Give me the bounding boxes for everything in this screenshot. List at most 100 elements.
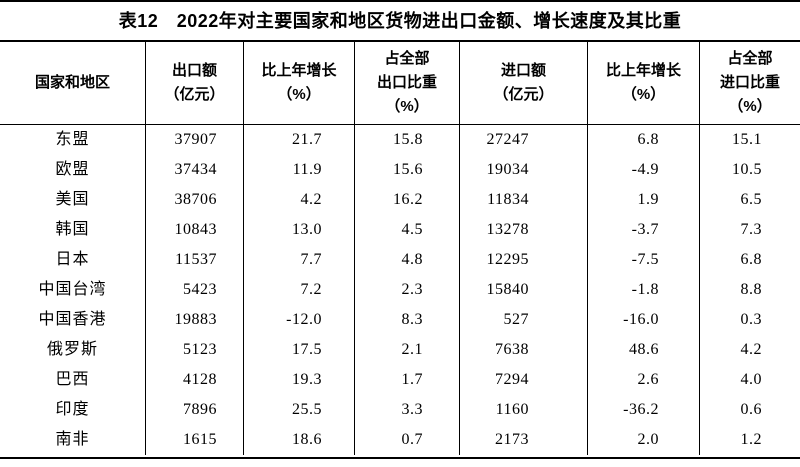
cell-import-share: 6.5 [740,191,762,208]
cell-export: 11537 [146,245,244,275]
header-line: 进口比重 [719,74,780,91]
cell-export: 5123 [146,335,244,365]
cell-region: 中国台湾 [0,275,146,305]
cell-import-growth: 2.6 [588,365,700,395]
cell-import-share: 4.2 [740,341,762,358]
header-import: 进口额 （亿元） [460,42,588,124]
cell-export-share: 15.6 [355,155,460,185]
cell-import-growth: -36.2 [588,395,700,425]
header-import-growth: 比上年增长 （%） [588,42,700,124]
cell-export-share: 15.8 [355,125,460,155]
cell-import-growth: -3.7 [588,215,700,245]
header-export: 出口额 （亿元） [146,42,244,124]
table-row: 印度 7896 25.5 3.3 1160 -36.2 0.6 [0,395,800,425]
header-line: 占全部 [727,50,773,67]
cell-export-share: 2.3 [355,275,460,305]
cell-region: 美国 [0,185,146,215]
header-line: （亿元） [164,86,225,103]
cell-region: 巴西 [0,365,146,395]
cell-export: 38706 [146,185,244,215]
header-line: （%） [728,98,772,115]
cell-import: 7294 [460,365,588,395]
cell-export-growth: -12.0 [244,305,355,335]
cell-import-growth: 6.8 [588,125,700,155]
cell-export-share: 1.7 [355,365,460,395]
cell-import-share: 0.3 [740,311,762,328]
table-row: 中国台湾 5423 7.2 2.3 15840 -1.8 8.8 [0,275,800,305]
table-row: 南非 1615 18.6 0.7 2173 2.0 1.2 [0,425,800,455]
cell-import: 13278 [460,215,588,245]
cell-import-share: 1.2 [740,431,762,448]
cell-export: 4128 [146,365,244,395]
table-body: 东盟 37907 21.7 15.8 27247 6.8 15.1 欧盟 374… [0,125,800,455]
cell-import: 19034 [460,155,588,185]
cell-export-share: 16.2 [355,185,460,215]
cell-export-growth: 18.6 [244,425,355,455]
cell-import: 2173 [460,425,588,455]
cell-import-growth: 2.0 [588,425,700,455]
cell-import: 7638 [460,335,588,365]
cell-export-share: 2.1 [355,335,460,365]
cell-import-share: 10.5 [732,161,762,178]
cell-import-growth: -1.8 [588,275,700,305]
cell-export-share: 3.3 [355,395,460,425]
cell-import: 1160 [460,395,588,425]
cell-export-growth: 7.7 [244,245,355,275]
cell-import: 27247 [460,125,588,155]
cell-import: 12295 [460,245,588,275]
cell-region: 东盟 [0,125,146,155]
cell-import-share: 6.8 [740,251,762,268]
cell-import-share: 8.8 [740,281,762,298]
cell-region: 欧盟 [0,155,146,185]
cell-export-share: 4.8 [355,245,460,275]
table-row: 巴西 4128 19.3 1.7 7294 2.6 4.0 [0,365,800,395]
cell-import-share: 15.1 [732,131,762,148]
header-line: （%） [621,86,666,103]
header-region: 国家和地区 [0,42,146,124]
cell-export: 7896 [146,395,244,425]
cell-region: 印度 [0,395,146,425]
header-export-growth: 比上年增长 （%） [244,42,355,124]
cell-export: 5423 [146,275,244,305]
header-import-share: 占全部 进口比重 （%） [700,42,800,124]
header-export-share: 占全部 出口比重 （%） [355,42,460,124]
header-line: （%） [277,86,321,103]
table-row: 日本 11537 7.7 4.8 12295 -7.5 6.8 [0,245,800,275]
cell-import-growth: -4.9 [588,155,700,185]
cell-export-growth: 25.5 [244,395,355,425]
cell-import: 11834 [460,185,588,215]
header-line: 进口额 [500,62,546,79]
cell-export: 37434 [146,155,244,185]
cell-export-share: 8.3 [355,305,460,335]
cell-region: 韩国 [0,215,146,245]
cell-import-share: 7.3 [740,221,762,238]
table-header-row: 国家和地区 出口额 （亿元） 比上年增长 （%） 占全部 出口比重 （%） 进口… [0,42,800,125]
cell-export-growth: 19.3 [244,365,355,395]
cell-export-share: 4.5 [355,215,460,245]
cell-import-growth: -7.5 [588,245,700,275]
cell-export: 19883 [146,305,244,335]
table-row: 东盟 37907 21.7 15.8 27247 6.8 15.1 [0,125,800,155]
header-line: 占全部 [384,50,430,67]
cell-region: 日本 [0,245,146,275]
header-line: （亿元） [493,86,554,103]
cell-export: 1615 [146,425,244,455]
cell-export: 10843 [146,215,244,245]
header-line: 出口额 [171,62,217,79]
cell-export-growth: 4.2 [244,185,355,215]
table-row: 欧盟 37434 11.9 15.6 19034 -4.9 10.5 [0,155,800,185]
cell-export-growth: 21.7 [244,125,355,155]
cell-import-growth: 1.9 [588,185,700,215]
cell-import: 527 [460,305,588,335]
cell-export-growth: 17.5 [244,335,355,365]
cell-export-growth: 13.0 [244,215,355,245]
table-row: 俄罗斯 5123 17.5 2.1 7638 48.6 4.2 [0,335,800,365]
header-line: 国家和地区 [34,74,110,91]
table-title: 表12 2022年对主要国家和地区货物进出口金额、增长速度及其比重 [118,11,682,31]
table-row: 美国 38706 4.2 16.2 11834 1.9 6.5 [0,185,800,215]
header-line: 出口比重 [376,74,437,91]
cell-region: 南非 [0,425,146,455]
cell-region: 中国香港 [0,305,146,335]
trade-table: 国家和地区 出口额 （亿元） 比上年增长 （%） 占全部 出口比重 （%） 进口… [0,40,800,459]
